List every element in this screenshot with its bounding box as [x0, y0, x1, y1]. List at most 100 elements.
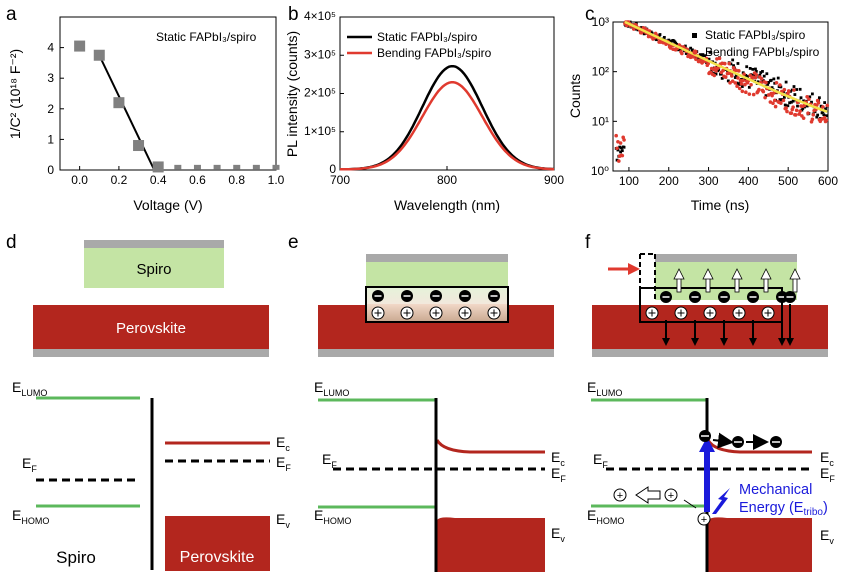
c-point-static	[734, 74, 738, 78]
a-ytick-label: 2	[47, 102, 54, 116]
f-spiro-contact	[655, 254, 797, 262]
c-point-bending	[726, 71, 731, 76]
c-point-bending	[785, 109, 789, 114]
d-ef-left: EF	[22, 455, 37, 474]
c-point-static	[789, 100, 793, 104]
panel-c-ticks: 100 200 300 400 500 600 10⁰ 10¹ 10² 10³	[591, 15, 839, 188]
c-point-static	[745, 65, 749, 69]
b-xtick-label: 700	[330, 173, 350, 187]
c-point-bending	[781, 98, 786, 103]
a-ytick-label: 3	[47, 71, 54, 85]
c-point-static	[808, 95, 812, 99]
c-point-bending	[757, 87, 761, 92]
c-point-bending	[764, 80, 768, 85]
c-point-static	[756, 80, 760, 84]
c-point-bending	[742, 72, 746, 76]
c-point-bending	[759, 76, 764, 81]
f-down-arrowhead	[778, 338, 786, 346]
panel-b: b 700 800 900 0 1×10⁵ 2×10⁵ 3×10⁵ 4×10⁵ Static …	[284, 4, 564, 213]
c-point-static	[766, 83, 770, 86]
c-point-static	[772, 77, 776, 81]
b-xtick-label: 900	[544, 173, 564, 187]
c-point-static	[801, 107, 805, 110]
perovskite-layer	[33, 305, 269, 349]
c-point-static	[627, 24, 630, 28]
c-point-bending	[773, 104, 778, 109]
e-perovskite-contact	[318, 349, 554, 357]
c-point-static	[743, 77, 747, 81]
c-point-static	[767, 81, 770, 84]
f-perovskite-contact	[592, 349, 828, 357]
c-point-static	[618, 145, 622, 149]
c-point-bending	[761, 89, 766, 94]
e-ef-right: EF	[551, 465, 566, 484]
c-point-static	[744, 74, 748, 77]
spiro-layer	[84, 248, 224, 288]
a-point	[113, 97, 125, 109]
c-point-bending	[784, 106, 788, 110]
d-bottom-perovskite: Perovskite	[180, 549, 255, 566]
c-point-static	[754, 69, 758, 73]
c-point-bending	[792, 88, 796, 92]
c-xtick-label: 500	[778, 174, 798, 188]
c-point-bending	[794, 108, 799, 113]
c-point-bending	[728, 81, 732, 85]
e-valence-block	[437, 517, 545, 572]
f-ehomo: EHOMO	[587, 507, 624, 526]
c-point-static	[802, 99, 806, 103]
panel-b-label: b	[288, 4, 299, 25]
c-point-static	[720, 76, 724, 80]
c-point-static	[805, 104, 809, 108]
panel-b-legend-static: Static FAPbI₃/spiro	[377, 30, 478, 44]
c-ytick-label: 10¹	[592, 114, 609, 128]
e-ef-left: EF	[322, 451, 337, 470]
c-point-static	[738, 83, 742, 86]
c-point-bending	[706, 61, 710, 66]
panel-a-xlabel: Voltage (V)	[133, 197, 202, 213]
c-point-bending	[727, 61, 731, 66]
d-ev: Ev	[276, 511, 290, 530]
c-point-static	[799, 96, 803, 100]
f-up-arrow	[734, 277, 740, 293]
c-point-bending	[714, 69, 718, 73]
c-point-static	[655, 38, 658, 42]
c-point-static	[784, 80, 788, 84]
c-point-bending	[810, 117, 815, 122]
f-valence-block	[708, 517, 812, 572]
a-point	[213, 164, 221, 170]
b-ytick-label: 2×10⁵	[304, 86, 336, 100]
c-point-bending	[797, 112, 802, 116]
f-interface-box	[639, 287, 783, 323]
f-shear-arrowhead	[628, 263, 640, 275]
panel-c-label: c	[585, 4, 595, 25]
d-ef-right: EF	[276, 454, 291, 473]
c-point-bending	[717, 56, 722, 61]
c-point-static	[761, 70, 764, 73]
panel-b-legend-bending: Bending FAPbI₃/spiro	[377, 46, 492, 60]
c-point-bending	[754, 72, 759, 77]
c-point-bending	[620, 153, 625, 158]
c-point-static	[676, 48, 680, 52]
c-point-bending	[720, 61, 724, 66]
c-xtick-label: 400	[738, 174, 758, 188]
c-point-static	[759, 71, 763, 74]
panel-b-ylabel: PL intensity (counts)	[284, 31, 300, 157]
b-ytick-label: 3×10⁵	[304, 47, 336, 61]
f-up-arrowhead	[731, 268, 743, 280]
a-point	[233, 164, 241, 170]
c-point-static	[658, 33, 662, 36]
panel-b-plot	[340, 64, 555, 171]
c-point-static	[795, 88, 799, 91]
f-ef-right: EF	[820, 465, 835, 484]
c-point-bending	[617, 159, 621, 163]
c-point-static	[824, 107, 827, 111]
c-point-static	[810, 100, 813, 104]
c-point-static	[751, 67, 755, 71]
c-point-static	[703, 54, 707, 58]
spiro-label: Spiro	[136, 261, 171, 278]
c-point-static	[714, 72, 718, 76]
a-xtick-label: 0.0	[71, 173, 88, 187]
panel-d: d Spiro Perovskite ELUMO EF EHOMO Ec EF …	[6, 232, 291, 571]
a-point	[193, 164, 201, 170]
panel-c-frame	[612, 21, 829, 172]
